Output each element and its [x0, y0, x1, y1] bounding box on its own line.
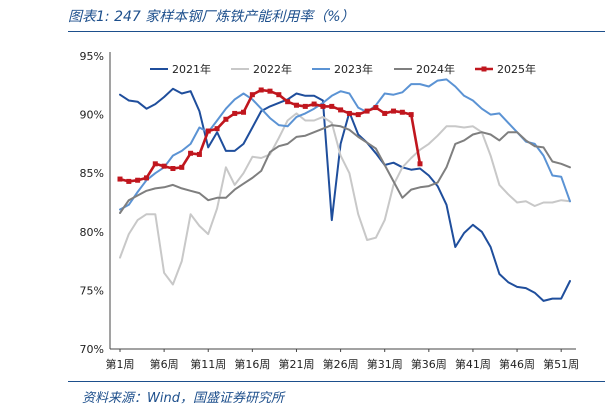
x-tick-label: 第21周	[278, 357, 314, 371]
source-rule	[68, 381, 605, 382]
data-point	[223, 116, 229, 122]
series-layer	[117, 78, 571, 302]
data-point	[188, 150, 194, 156]
legend-label: 2023年	[334, 62, 373, 76]
data-point	[161, 163, 167, 169]
data-point	[391, 108, 397, 114]
x-tick-label: 第51周	[543, 357, 579, 371]
series-line-2022年	[119, 112, 571, 286]
data-point	[267, 88, 273, 94]
data-point	[214, 126, 220, 132]
data-point	[320, 103, 326, 109]
data-point	[285, 99, 291, 105]
data-point	[408, 112, 414, 118]
legend-item: 2024年	[394, 62, 455, 76]
data-point	[241, 109, 247, 115]
data-point	[364, 108, 370, 114]
data-point	[170, 166, 176, 172]
legend: 2021年 2022年 2023年 2024年 2025年	[150, 62, 536, 76]
x-tick-label: 第6周	[150, 357, 179, 371]
data-point	[249, 92, 255, 98]
data-point	[293, 102, 299, 108]
series-line-2023年	[119, 78, 571, 211]
legend-item: 2025年	[475, 62, 536, 76]
series-line-2021年	[119, 87, 571, 302]
x-tick-label: 第31周	[367, 357, 403, 371]
data-point	[417, 161, 423, 167]
data-point	[373, 105, 379, 111]
x-tick-label: 第1周	[106, 357, 135, 371]
data-point	[302, 103, 308, 109]
legend-label: 2024年	[416, 62, 455, 76]
data-point	[258, 87, 264, 93]
data-point	[143, 175, 149, 181]
x-tick-label: 第36周	[411, 357, 447, 371]
legend-item: 2023年	[312, 62, 373, 76]
y-tick-label: 95%	[80, 50, 104, 63]
x-tick-label: 第41周	[455, 357, 491, 371]
legend-label: 2021年	[172, 62, 211, 76]
y-tick-label: 85%	[80, 167, 104, 180]
data-point	[205, 128, 211, 134]
source-note: 资料来源：Wind，国盛证券研究所	[82, 391, 284, 406]
x-tick-label: 第46周	[499, 357, 535, 371]
data-point	[276, 92, 282, 98]
data-point	[338, 107, 344, 113]
legend-label: 2025年	[497, 62, 536, 76]
y-tick-label: 70%	[80, 343, 104, 356]
caption-rule	[68, 31, 605, 32]
series-line-2024年	[119, 124, 571, 214]
data-point	[382, 110, 388, 116]
data-point	[117, 176, 123, 182]
legend-label: 2022年	[253, 62, 292, 76]
data-point	[311, 101, 317, 107]
x-tick-label: 第11周	[190, 357, 226, 371]
y-tick-label: 90%	[80, 109, 104, 122]
y-tick-label: 80%	[80, 226, 104, 239]
data-point	[355, 112, 361, 118]
axes: 95% 90% 85% 80% 75% 70%第1周 第6周 第11周 第16周 第21周 第26周…	[80, 50, 580, 371]
x-tick-label: 第26周	[323, 357, 359, 371]
chart-caption: 图表1: 247 家样本钢厂炼铁产能利用率（%）	[68, 9, 355, 25]
data-point	[152, 161, 158, 167]
data-point	[179, 164, 185, 170]
data-point	[126, 178, 132, 184]
legend-marker	[481, 66, 487, 72]
data-point	[346, 110, 352, 116]
y-tick-label: 75%	[80, 284, 104, 297]
data-point	[329, 103, 335, 109]
data-point	[135, 177, 141, 183]
data-point	[399, 109, 405, 115]
legend-item: 2022年	[231, 62, 292, 76]
legend-item: 2021年	[150, 62, 211, 76]
data-point	[232, 110, 238, 116]
data-point	[196, 151, 202, 157]
x-tick-label: 第16周	[234, 357, 270, 371]
